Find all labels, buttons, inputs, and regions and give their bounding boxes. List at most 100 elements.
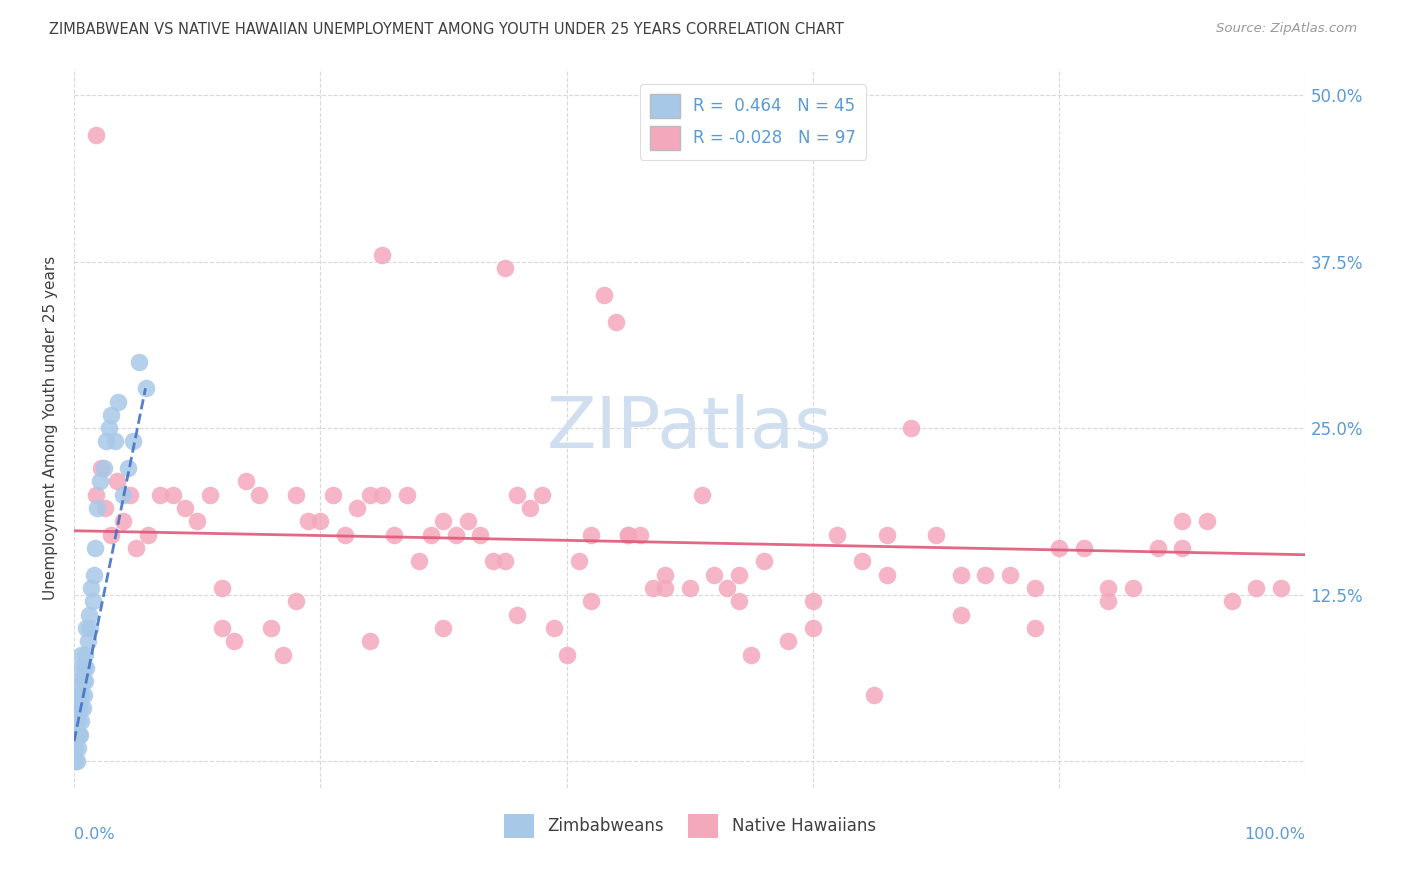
Point bbox=[555, 648, 578, 662]
Point bbox=[506, 488, 529, 502]
Point bbox=[84, 541, 107, 555]
Point bbox=[1146, 541, 1168, 555]
Point bbox=[89, 475, 111, 489]
Point bbox=[654, 581, 676, 595]
Point bbox=[1024, 621, 1046, 635]
Point bbox=[1073, 541, 1095, 555]
Point bbox=[104, 434, 127, 449]
Point bbox=[65, 740, 87, 755]
Point bbox=[70, 714, 93, 729]
Point bbox=[149, 488, 172, 502]
Point bbox=[107, 394, 129, 409]
Point bbox=[876, 527, 898, 541]
Point bbox=[333, 527, 356, 541]
Point bbox=[395, 488, 418, 502]
Point bbox=[100, 408, 122, 422]
Point bbox=[359, 634, 381, 648]
Point bbox=[925, 527, 948, 541]
Point bbox=[851, 554, 873, 568]
Point bbox=[134, 381, 156, 395]
Point bbox=[128, 354, 150, 368]
Point bbox=[1024, 581, 1046, 595]
Point bbox=[72, 701, 94, 715]
Point bbox=[66, 688, 89, 702]
Text: ZIMBABWEAN VS NATIVE HAWAIIAN UNEMPLOYMENT AMONG YOUTH UNDER 25 YEARS CORRELATIO: ZIMBABWEAN VS NATIVE HAWAIIAN UNEMPLOYME… bbox=[49, 22, 844, 37]
Point bbox=[1244, 581, 1267, 595]
Point bbox=[82, 594, 104, 608]
Point bbox=[322, 488, 344, 502]
Point bbox=[211, 621, 233, 635]
Point bbox=[1195, 515, 1218, 529]
Point bbox=[432, 515, 454, 529]
Point bbox=[84, 488, 107, 502]
Point bbox=[1220, 594, 1243, 608]
Point bbox=[65, 701, 87, 715]
Point bbox=[506, 607, 529, 622]
Point bbox=[716, 581, 738, 595]
Point bbox=[457, 515, 479, 529]
Point bbox=[801, 594, 824, 608]
Point bbox=[297, 515, 319, 529]
Point bbox=[65, 754, 87, 768]
Point bbox=[105, 475, 128, 489]
Point bbox=[654, 567, 676, 582]
Point bbox=[67, 674, 90, 689]
Point bbox=[1047, 541, 1070, 555]
Point bbox=[581, 527, 603, 541]
Point bbox=[974, 567, 997, 582]
Point bbox=[530, 488, 553, 502]
Point bbox=[900, 421, 922, 435]
Point bbox=[801, 621, 824, 635]
Point bbox=[1171, 515, 1194, 529]
Point bbox=[605, 315, 627, 329]
Point bbox=[77, 607, 100, 622]
Point bbox=[86, 501, 108, 516]
Point bbox=[72, 674, 94, 689]
Point bbox=[371, 488, 394, 502]
Point bbox=[122, 434, 145, 449]
Text: 0.0%: 0.0% bbox=[75, 828, 115, 842]
Point bbox=[75, 674, 97, 689]
Point bbox=[519, 501, 541, 516]
Point bbox=[728, 567, 751, 582]
Point bbox=[346, 501, 368, 516]
Point bbox=[679, 581, 702, 595]
Point bbox=[592, 288, 614, 302]
Point bbox=[124, 541, 146, 555]
Point bbox=[79, 621, 101, 635]
Point bbox=[73, 688, 96, 702]
Point bbox=[70, 688, 93, 702]
Point bbox=[998, 567, 1021, 582]
Point bbox=[284, 488, 307, 502]
Point bbox=[568, 554, 591, 568]
Point bbox=[494, 554, 516, 568]
Point bbox=[97, 421, 120, 435]
Text: 100.0%: 100.0% bbox=[1244, 828, 1305, 842]
Point bbox=[186, 515, 208, 529]
Point bbox=[863, 688, 886, 702]
Point bbox=[76, 634, 98, 648]
Point bbox=[83, 567, 105, 582]
Point bbox=[112, 515, 135, 529]
Point bbox=[93, 461, 115, 475]
Y-axis label: Unemployment Among Youth under 25 years: Unemployment Among Youth under 25 years bbox=[44, 256, 58, 600]
Point bbox=[408, 554, 430, 568]
Point bbox=[112, 488, 135, 502]
Point bbox=[690, 488, 713, 502]
Point bbox=[359, 488, 381, 502]
Point bbox=[94, 501, 117, 516]
Point bbox=[876, 567, 898, 582]
Point bbox=[581, 594, 603, 608]
Point bbox=[162, 488, 184, 502]
Point bbox=[740, 648, 762, 662]
Point bbox=[75, 621, 97, 635]
Point bbox=[1171, 541, 1194, 555]
Point bbox=[273, 648, 295, 662]
Point bbox=[284, 594, 307, 608]
Point bbox=[543, 621, 565, 635]
Point bbox=[67, 701, 90, 715]
Point bbox=[211, 581, 233, 595]
Point bbox=[309, 515, 332, 529]
Point bbox=[752, 554, 775, 568]
Point bbox=[70, 648, 93, 662]
